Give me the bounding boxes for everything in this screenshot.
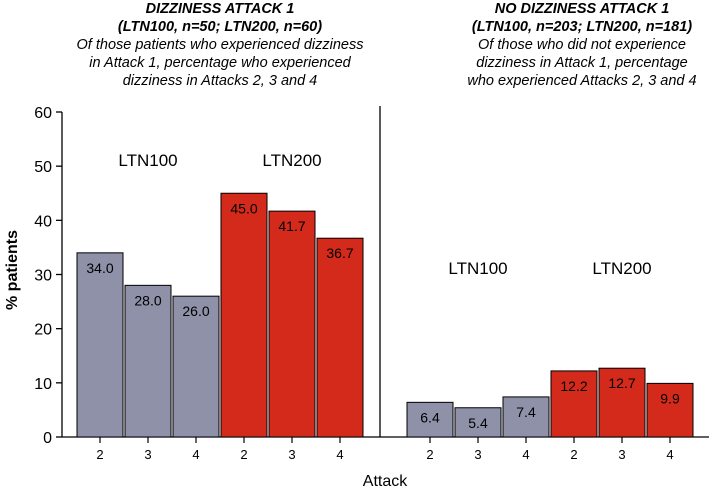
bar-ltn100-attack-3 xyxy=(124,284,172,438)
x-tick-label: 2 xyxy=(240,447,247,462)
right-panel-subtitle: (LTN100, n=203; LTN200, n=181) xyxy=(471,19,693,35)
bar-value-label: 26.0 xyxy=(182,303,209,319)
y-axis-label: % patients xyxy=(4,230,21,310)
bar-ltn100-attack-2 xyxy=(406,401,454,438)
bar-value-label: 9.9 xyxy=(660,390,680,406)
right-panel-desc-line: dizziness in Attack 1, percentage xyxy=(476,55,688,71)
right-panel-desc-line: who experienced Attacks 2, 3 and 4 xyxy=(467,73,697,89)
series-label-ltn200: LTN200 xyxy=(592,259,651,278)
right-panel-header: NO DIZZINESS ATTACK 1 (LTN100, n=203; LT… xyxy=(455,0,709,90)
bar-ltn200-attack-2 xyxy=(550,370,598,438)
bar-ltn200-attack-3 xyxy=(598,367,646,438)
series-label-ltn100: LTN100 xyxy=(118,151,177,170)
bar-ltn200-attack-3 xyxy=(268,210,316,438)
bar-value-label: 12.7 xyxy=(608,375,635,391)
x-axis-label: Attack xyxy=(363,473,408,490)
series-label-ltn100: LTN100 xyxy=(448,259,507,278)
left-panel-desc-line: Of those patients who experienced dizzin… xyxy=(76,37,364,53)
x-tick-label: 4 xyxy=(192,447,199,462)
left-panel-subtitle: (LTN100, n=50; LTN200, n=60) xyxy=(117,19,323,35)
right-panel-title: NO DIZZINESS ATTACK 1 xyxy=(494,1,670,17)
x-tick-label: 3 xyxy=(144,447,151,462)
y-tick-label: 10 xyxy=(34,376,52,393)
right-panel-desc-line: Of those who did not experience xyxy=(478,37,686,53)
bar-ltn200-attack-2 xyxy=(220,192,268,438)
y-tick-label: 30 xyxy=(34,268,52,285)
left-panel-header: DIZZINESS ATTACK 1 (LTN100, n=50; LTN200… xyxy=(60,0,380,90)
y-tick-label: 20 xyxy=(34,322,52,339)
bar-ltn100-attack-4 xyxy=(172,295,220,438)
x-tick-label: 4 xyxy=(336,447,343,462)
bar-ltn200-attack-4 xyxy=(316,237,364,438)
bar-ltn100-attack-2 xyxy=(76,252,124,438)
x-tick-label: 3 xyxy=(288,447,295,462)
bar-value-label: 28.0 xyxy=(134,292,161,308)
y-tick-label: 40 xyxy=(34,213,52,230)
bar-value-label: 34.0 xyxy=(86,260,113,276)
bar-ltn200-attack-4 xyxy=(646,382,694,438)
x-tick-label: 4 xyxy=(522,447,529,462)
x-tick-label: 3 xyxy=(474,447,481,462)
bar-value-label: 7.4 xyxy=(516,404,536,420)
left-panel-desc-line: dizziness in Attacks 2, 3 and 4 xyxy=(122,73,318,89)
x-tick-label: 4 xyxy=(666,447,673,462)
y-tick-label: 50 xyxy=(34,159,52,176)
bar-ltn100-attack-3 xyxy=(454,407,502,438)
bar-value-label: 41.7 xyxy=(278,218,305,234)
x-tick-label: 2 xyxy=(570,447,577,462)
bar-value-label: 12.2 xyxy=(560,378,587,394)
bar-value-label: 6.4 xyxy=(420,409,440,425)
bar-value-label: 36.7 xyxy=(326,245,353,261)
y-tick-label: 0 xyxy=(43,430,52,447)
x-tick-label: 3 xyxy=(618,447,625,462)
left-panel-title: DIZZINESS ATTACK 1 xyxy=(145,1,295,17)
x-tick-label: 2 xyxy=(426,447,433,462)
series-label-ltn200: LTN200 xyxy=(262,151,321,170)
bar-value-label: 5.4 xyxy=(468,415,488,431)
bar-value-label: 45.0 xyxy=(230,200,257,216)
y-tick-label: 60 xyxy=(34,105,52,122)
x-tick-label: 2 xyxy=(96,447,103,462)
left-panel-desc-line: in Attack 1, percentage who experienced xyxy=(89,55,351,71)
